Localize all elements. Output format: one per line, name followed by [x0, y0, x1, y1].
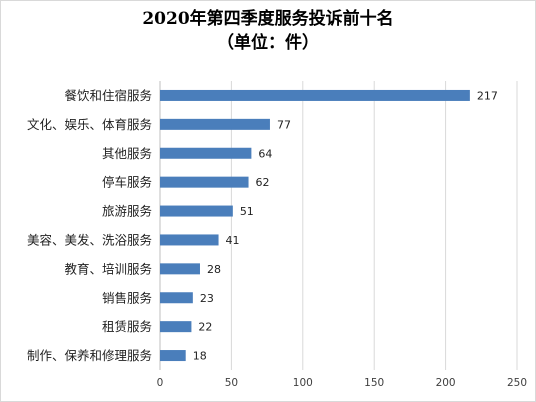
data-label: 18 — [193, 350, 207, 363]
x-tick-label: 0 — [157, 377, 164, 389]
category-label: 旅游服务 — [102, 204, 152, 219]
bar — [160, 89, 470, 101]
data-label: 77 — [277, 118, 291, 131]
chart-title: 2020年第四季度服务投诉前十名 — [142, 9, 394, 29]
x-tick-label: 50 — [225, 377, 238, 389]
x-tick-label: 250 — [507, 377, 527, 389]
category-label: 教育、培训服务 — [64, 261, 152, 276]
bar — [160, 234, 219, 246]
bar — [160, 205, 233, 217]
category-label: 租赁服务 — [102, 319, 152, 334]
x-tick-label: 200 — [436, 377, 456, 389]
data-label: 51 — [240, 205, 254, 218]
bar — [160, 292, 193, 304]
category-label: 其他服务 — [102, 146, 152, 161]
data-label: 22 — [198, 321, 212, 334]
data-label: 64 — [258, 147, 272, 160]
category-label: 停车服务 — [102, 175, 152, 190]
data-label: 62 — [256, 176, 270, 189]
bar — [160, 321, 192, 333]
bar — [160, 176, 249, 188]
bar — [160, 118, 270, 130]
chart-title-block: 2020年第四季度服务投诉前十名 （单位：件） — [1, 7, 535, 55]
data-label: 28 — [207, 263, 221, 276]
data-label: 41 — [226, 234, 240, 247]
x-tick-label: 100 — [293, 377, 313, 389]
x-tick-label: 150 — [364, 377, 384, 389]
chart-subtitle: （单位：件） — [217, 33, 319, 53]
category-label: 美容、美发、洗浴服务 — [27, 232, 152, 247]
bar — [160, 147, 252, 159]
category-label: 文化、娱乐、体育服务 — [27, 117, 152, 132]
data-label: 217 — [477, 89, 498, 102]
bar — [160, 350, 186, 362]
category-label: 制作、保养和修理服务 — [27, 348, 152, 363]
bar — [160, 263, 200, 275]
category-label: 销售服务 — [102, 290, 152, 305]
data-label: 23 — [200, 292, 214, 305]
category-label: 餐饮和住宿服务 — [64, 88, 152, 103]
